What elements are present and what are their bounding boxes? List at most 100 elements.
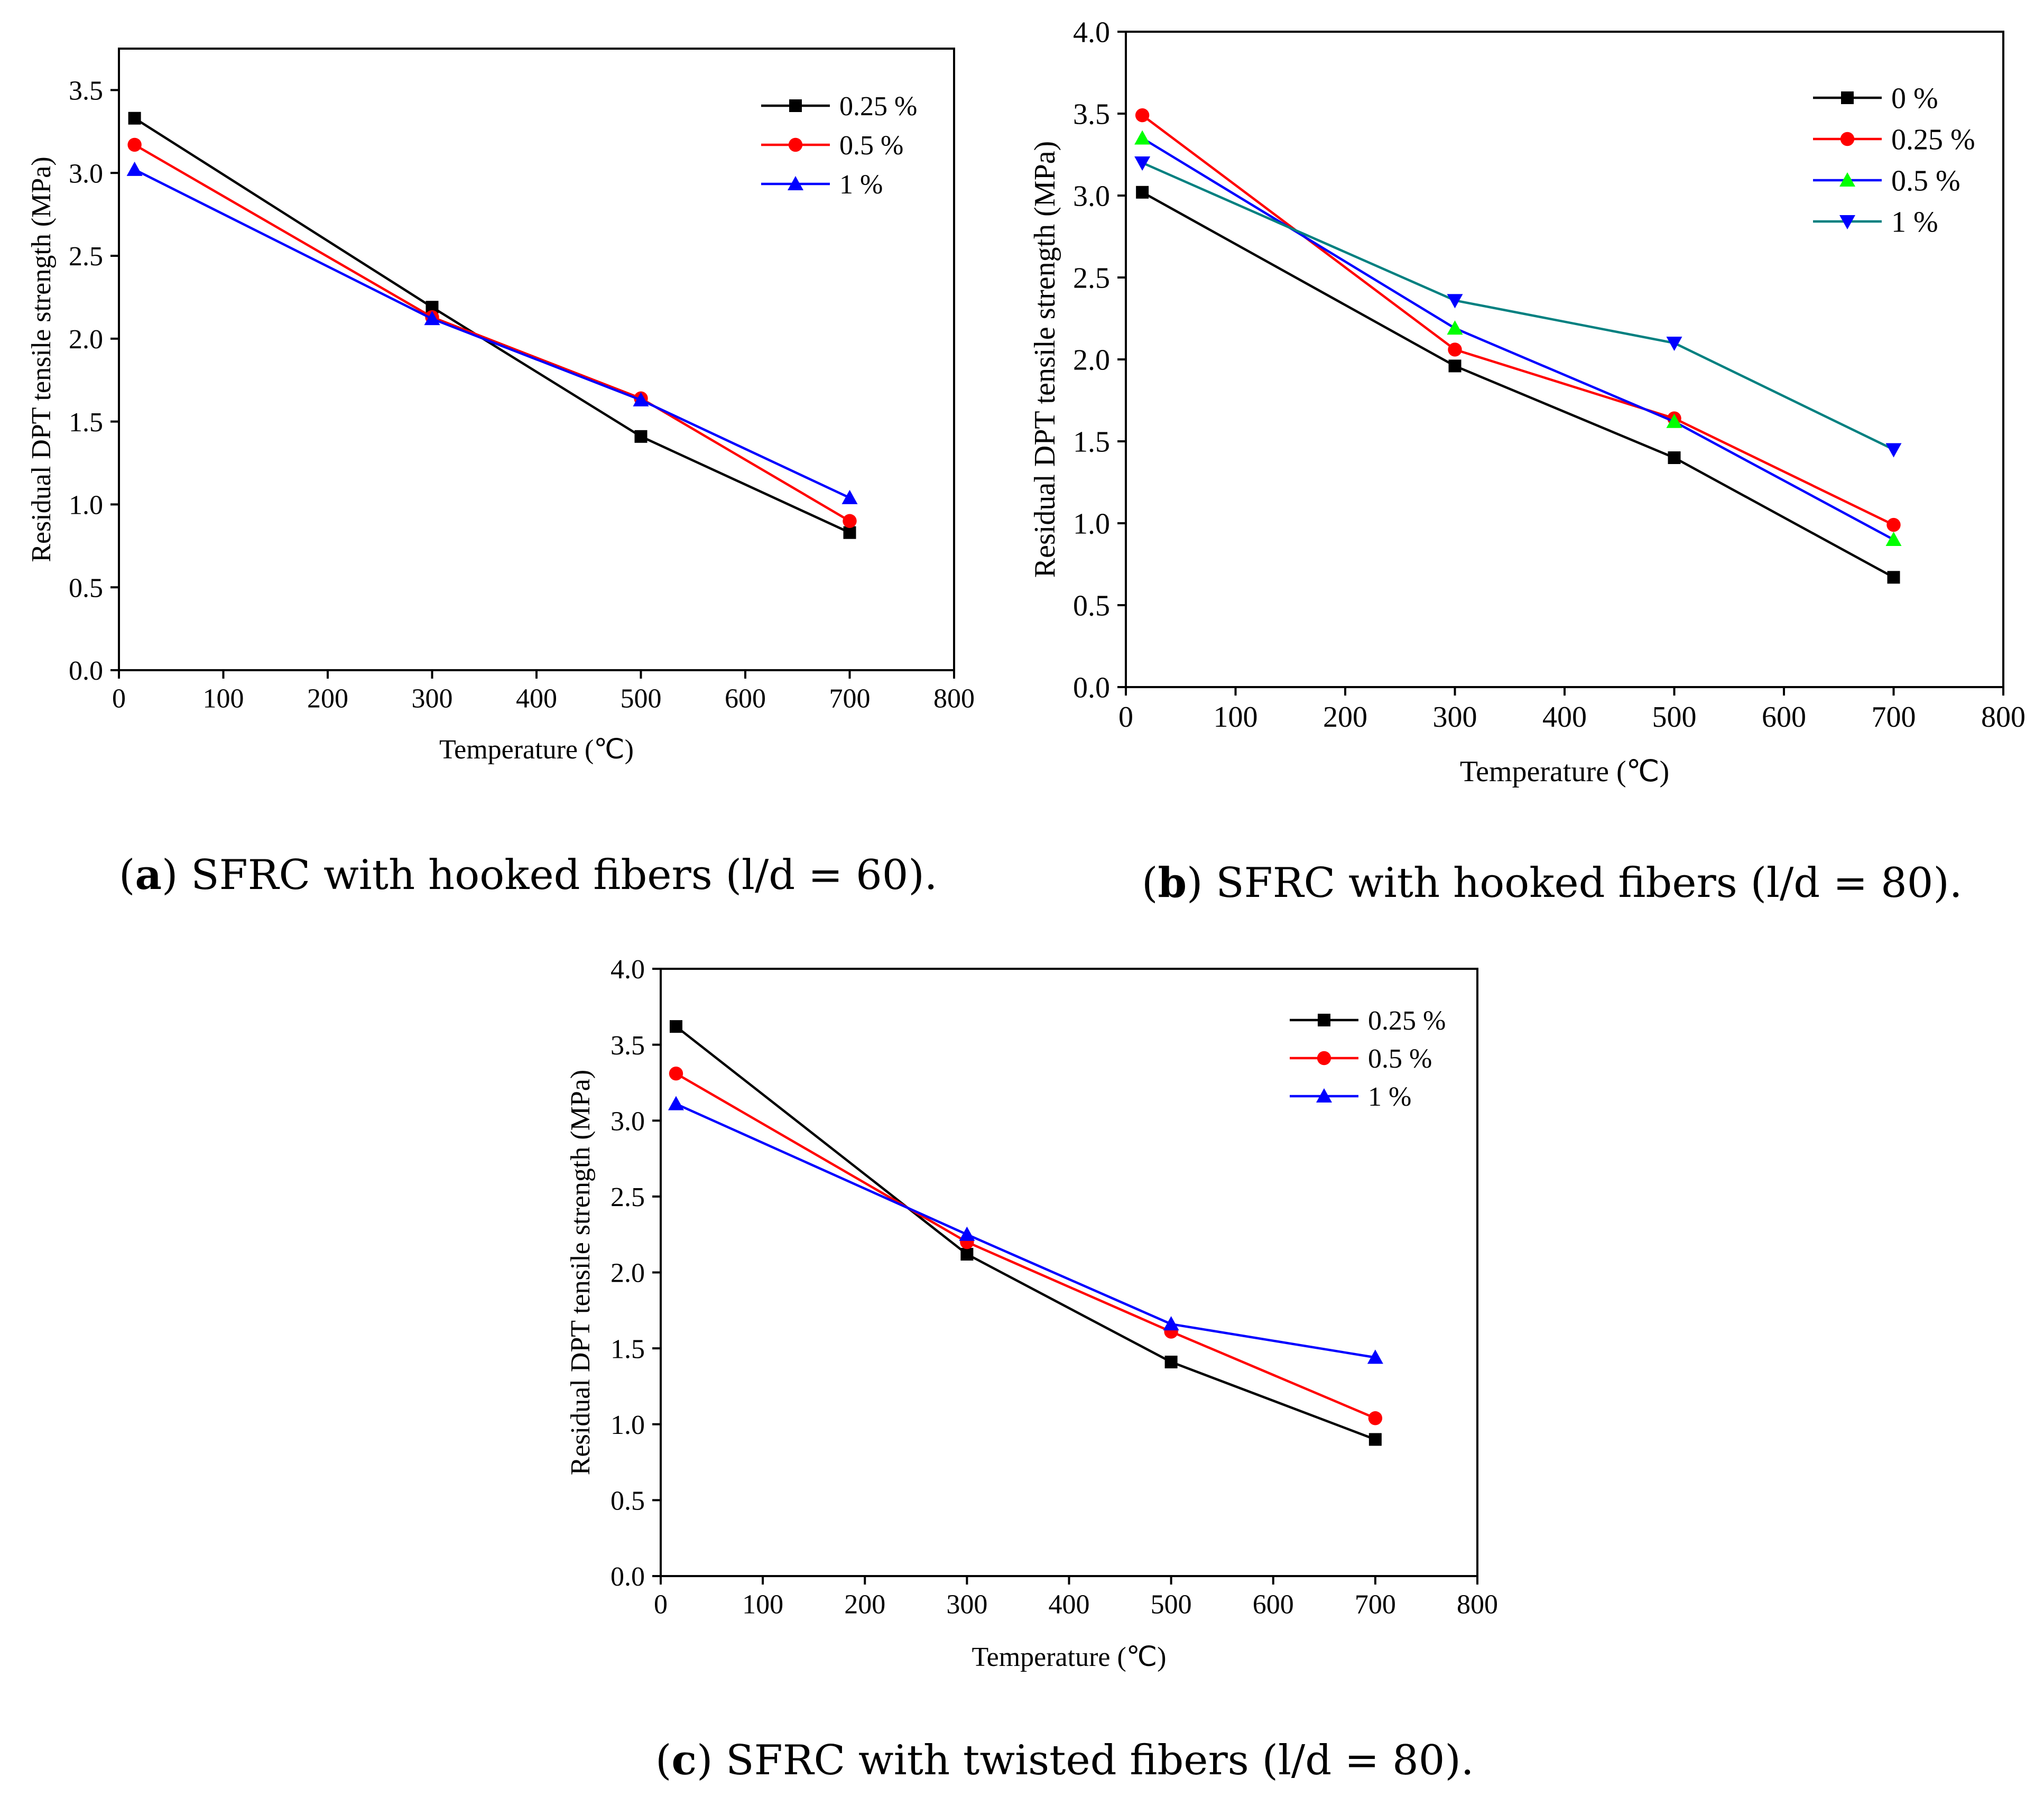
chart-b-legend-marker (1839, 215, 1855, 229)
chart-c-data-point (1368, 1411, 1383, 1425)
chart-c-legend-label: 0.5 % (1368, 1044, 1432, 1074)
chart-a-series-line (134, 143, 850, 522)
chart-a-legend-label: 1 % (839, 170, 883, 200)
chart-a-data-point (126, 161, 143, 176)
chart-b-series-line (1142, 161, 1894, 451)
chart-b: 0 100 200 300 400 500 600 700 800 0.0 0.5 1.0 1.5 2.0… (1029, 16, 2025, 788)
chart-c-series-2 (668, 1096, 1383, 1364)
chart-a-y-tick-label: 3.0 (69, 159, 103, 189)
chart-b-x-tick-label: 500 (1652, 701, 1697, 734)
chart-c-data-point (1163, 1316, 1179, 1331)
chart-b-y-tick-label: 3.0 (1073, 180, 1110, 213)
chart-a-x-tick-label: 200 (307, 684, 348, 714)
chart-c-x-tick-label: 200 (844, 1590, 885, 1620)
chart-c-y-tick-label: 0.0 (611, 1562, 645, 1592)
chart-b-series-line (1141, 114, 1894, 526)
chart-b-x-tick-label: 100 (1214, 701, 1258, 734)
chart-c-x-tick-label: 500 (1151, 1590, 1192, 1620)
chart-a-series-line (134, 117, 850, 534)
chart-c-legend-marker (1317, 1051, 1331, 1066)
chart-c-data-point (669, 1020, 682, 1033)
chart-a-data-point (634, 430, 648, 443)
caption-b: (b) SFRC with hooked fibers (l/d = 80). (1142, 859, 1963, 907)
chart-b-data-point (1136, 186, 1149, 199)
chart-b-series-1 (1135, 108, 1901, 532)
chart-c-y-tick-label: 4.0 (611, 955, 645, 985)
chart-b-x-tick-label: 200 (1323, 701, 1367, 734)
chart-b-series-line (1141, 137, 1894, 541)
chart-b-y-tick-label: 3.5 (1073, 98, 1110, 131)
chart-b-data-point (1135, 108, 1150, 123)
chart-a-series-line (134, 168, 850, 499)
chart-c-legend-marker (1316, 1088, 1332, 1103)
chart-b-x-tick-label: 600 (1762, 701, 1806, 734)
chart-b-y-tick-label: 1.5 (1073, 426, 1110, 459)
chart-c-y-tick-label: 3.5 (611, 1031, 645, 1061)
chart-c-x-tick-label: 600 (1253, 1590, 1294, 1620)
chart-b-data-point (1886, 517, 1901, 532)
chart-c-y-tick-label: 2.5 (611, 1182, 645, 1212)
chart-b-y-tick-label: 2.5 (1073, 262, 1110, 295)
chart-c-series-line (675, 1025, 1376, 1441)
chart-a-y-tick-label: 3.5 (69, 76, 103, 106)
chart-c-y-tick-label: 1.0 (611, 1410, 645, 1440)
chart-c-legend-label: 0.25 % (1368, 1006, 1446, 1036)
chart-c-y-tick-label: 1.5 (611, 1334, 645, 1364)
caption-b-letter: b (1158, 859, 1187, 907)
chart-a-legend-label: 0.5 % (839, 131, 903, 161)
chart-b-series-3 (1134, 156, 1902, 458)
chart-b-data-point (1448, 342, 1462, 357)
chart-c-series-1 (669, 1067, 1383, 1425)
chart-a-y-tick-label: 1.0 (69, 490, 103, 521)
caption-a-letter: a (135, 851, 162, 899)
chart-b-y-tick-label: 4.0 (1073, 16, 1110, 49)
chart-b-x-axis-label: Temperature (℃) (1460, 755, 1669, 788)
chart-a-y-tick-label: 1.5 (69, 407, 103, 438)
chart-a-data-point (424, 311, 440, 326)
chart-b-y-axis-label: Residual DPT tensile strength (MPa) (1029, 141, 1061, 578)
chart-b-series-2 (1134, 130, 1902, 546)
chart-a-x-tick-label: 500 (621, 684, 662, 714)
chart-c-plot-frame (660, 968, 1478, 1577)
chart-c-legend-label: 1 % (1368, 1082, 1411, 1112)
chart-c-x-tick-label: 400 (1049, 1590, 1090, 1620)
chart-b-data-point (1448, 359, 1462, 373)
chart-a: 0 100 200 300 400 500 600 700 800 0.0 0.5 1.0 1.5 2.0… (26, 48, 975, 765)
chart-c-data-point (1367, 1349, 1383, 1364)
chart-a-data-point (127, 137, 142, 152)
chart-b-legend-label: 0.25 % (1891, 124, 1975, 156)
chart-b-legend-marker (1840, 132, 1855, 146)
chart-b-x-tick-label: 800 (1981, 701, 2025, 734)
chart-c-series-line (675, 1072, 1376, 1420)
chart-c-series-line (676, 1103, 1376, 1359)
chart-c-x-axis-label: Temperature (℃) (972, 1642, 1166, 1672)
chart-c-data-point (960, 1248, 974, 1261)
chart-a-y-tick-label: 2.5 (69, 242, 103, 272)
chart-a-y-tick-label: 0.5 (69, 573, 103, 603)
chart-b-series-line (1142, 191, 1894, 579)
chart-a-x-tick-label: 0 (112, 684, 126, 714)
chart-c-data-point (959, 1226, 975, 1241)
chart-b-data-point (1887, 571, 1900, 584)
chart-b-x-tick-label: 300 (1433, 701, 1477, 734)
chart-a-x-axis-label: Temperature (℃) (439, 735, 634, 765)
chart-c: 0 100 200 300 400 500 600 700 800 0.0 0.5 1.0 1.5 2.0… (566, 955, 1498, 1672)
chart-c-data-point (668, 1096, 684, 1110)
chart-a-y-axis-label: Residual DPT tensile strength (MPa) (26, 156, 57, 562)
chart-a-legend-marker (789, 99, 802, 112)
chart-b-y-tick-label: 0.0 (1073, 672, 1110, 705)
chart-a-legend-marker (788, 176, 803, 190)
chart-a-data-point (633, 392, 649, 406)
chart-c-x-tick-label: 800 (1457, 1590, 1498, 1620)
chart-b-data-point (1885, 443, 1902, 458)
chart-a-legend-label: 0.25 % (839, 91, 917, 122)
chart-c-data-point (669, 1067, 683, 1081)
chart-c-y-axis-label: Residual DPT tensile strength (MPa) (566, 1070, 596, 1475)
chart-c-x-tick-label: 100 (742, 1590, 783, 1620)
chart-c-x-tick-label: 0 (654, 1590, 668, 1620)
chart-b-y-tick-label: 1.0 (1073, 508, 1110, 541)
chart-b-y-tick-label: 2.0 (1073, 344, 1110, 377)
chart-c-y-tick-label: 3.0 (611, 1106, 645, 1136)
chart-b-x-tick-label: 400 (1542, 701, 1587, 734)
chart-a-data-point (128, 112, 141, 125)
